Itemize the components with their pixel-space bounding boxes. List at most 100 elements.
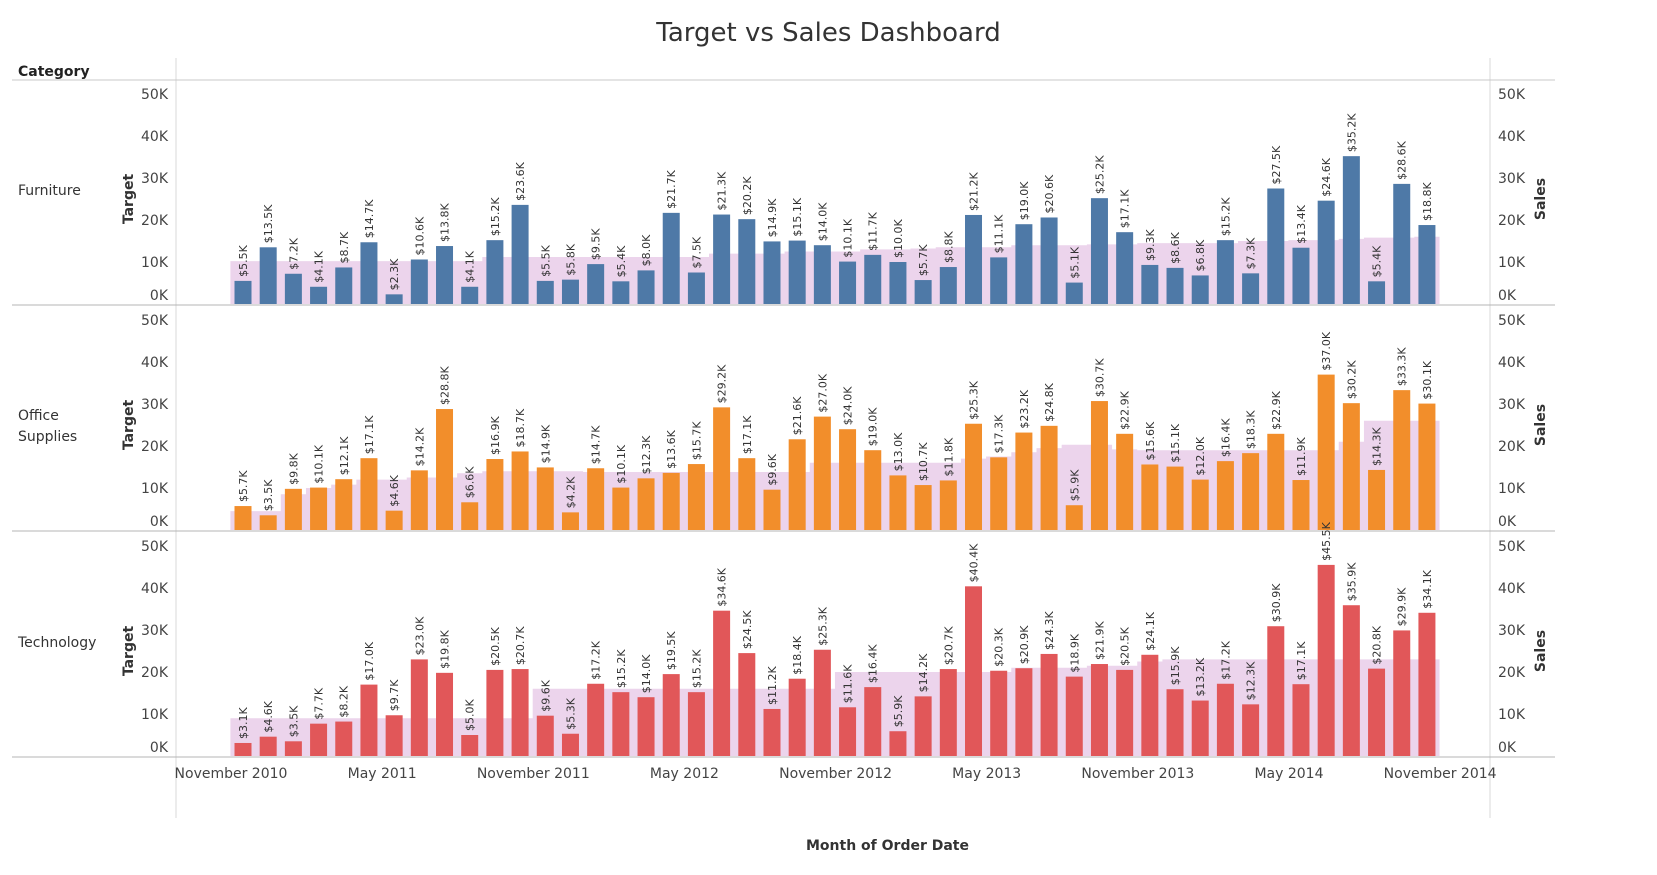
sales-bar[interactable] bbox=[738, 653, 756, 756]
sales-bar[interactable] bbox=[965, 423, 983, 530]
sales-bar[interactable] bbox=[1040, 653, 1058, 756]
sales-bar[interactable] bbox=[990, 670, 1008, 756]
sales-bar[interactable] bbox=[939, 669, 957, 756]
sales-bar[interactable] bbox=[662, 212, 680, 304]
sales-bar[interactable] bbox=[234, 742, 252, 756]
sales-bar[interactable] bbox=[1418, 403, 1436, 530]
sales-bar[interactable] bbox=[1065, 505, 1083, 530]
sales-bar[interactable] bbox=[1368, 668, 1386, 756]
sales-bar[interactable] bbox=[839, 261, 857, 304]
sales-bar[interactable] bbox=[486, 240, 504, 304]
sales-bar[interactable] bbox=[1292, 684, 1310, 756]
sales-bar[interactable] bbox=[360, 684, 378, 756]
sales-bar[interactable] bbox=[385, 715, 403, 756]
sales-bar[interactable] bbox=[1166, 267, 1184, 304]
sales-bar[interactable] bbox=[335, 479, 353, 530]
sales-bar[interactable] bbox=[1216, 461, 1234, 530]
sales-bar[interactable] bbox=[687, 692, 705, 756]
sales-bar[interactable] bbox=[1292, 247, 1310, 304]
sales-bar[interactable] bbox=[1090, 664, 1108, 756]
sales-bar[interactable] bbox=[914, 696, 932, 756]
sales-bar[interactable] bbox=[612, 281, 630, 304]
sales-bar[interactable] bbox=[1267, 433, 1285, 530]
sales-bar[interactable] bbox=[914, 280, 932, 304]
sales-bar[interactable] bbox=[990, 257, 1008, 304]
sales-bar[interactable] bbox=[486, 669, 504, 756]
sales-bar[interactable] bbox=[662, 674, 680, 756]
sales-bar[interactable] bbox=[436, 672, 454, 756]
sales-bar[interactable] bbox=[788, 240, 806, 304]
sales-bar[interactable] bbox=[864, 254, 882, 304]
sales-bar[interactable] bbox=[587, 264, 605, 304]
sales-bar[interactable] bbox=[813, 245, 831, 304]
sales-bar[interactable] bbox=[1015, 668, 1033, 756]
sales-bar[interactable] bbox=[839, 429, 857, 530]
sales-bar[interactable] bbox=[1216, 683, 1234, 756]
sales-bar[interactable] bbox=[1267, 626, 1285, 756]
sales-bar[interactable] bbox=[763, 489, 781, 530]
sales-bar[interactable] bbox=[335, 721, 353, 756]
sales-bar[interactable] bbox=[561, 279, 579, 304]
sales-bar[interactable] bbox=[1166, 689, 1184, 756]
sales-bar[interactable] bbox=[914, 485, 932, 530]
sales-bar[interactable] bbox=[1242, 704, 1260, 756]
sales-bar[interactable] bbox=[284, 488, 302, 530]
sales-bar[interactable] bbox=[889, 475, 907, 530]
sales-bar[interactable] bbox=[813, 649, 831, 756]
sales-bar[interactable] bbox=[738, 219, 756, 304]
sales-bar[interactable] bbox=[1141, 464, 1159, 530]
sales-bar[interactable] bbox=[536, 715, 554, 756]
sales-bar[interactable] bbox=[990, 457, 1008, 530]
sales-bar[interactable] bbox=[1292, 480, 1310, 530]
sales-bar[interactable] bbox=[1317, 200, 1335, 304]
sales-bar[interactable] bbox=[1317, 374, 1335, 530]
sales-bar[interactable] bbox=[889, 262, 907, 304]
sales-bar[interactable] bbox=[385, 510, 403, 530]
sales-bar[interactable] bbox=[410, 659, 428, 756]
sales-bar[interactable] bbox=[536, 280, 554, 304]
sales-bar[interactable] bbox=[1040, 425, 1058, 530]
sales-bar[interactable] bbox=[234, 506, 252, 530]
sales-bar[interactable] bbox=[259, 736, 277, 756]
sales-bar[interactable] bbox=[259, 515, 277, 530]
sales-bar[interactable] bbox=[1116, 232, 1134, 304]
sales-bar[interactable] bbox=[1242, 273, 1260, 304]
sales-bar[interactable] bbox=[788, 439, 806, 530]
sales-bar[interactable] bbox=[1368, 469, 1386, 530]
sales-bar[interactable] bbox=[335, 267, 353, 304]
sales-bar[interactable] bbox=[1191, 275, 1209, 304]
sales-bar[interactable] bbox=[259, 247, 277, 304]
sales-bar[interactable] bbox=[461, 286, 479, 304]
sales-bar[interactable] bbox=[763, 708, 781, 756]
sales-bar[interactable] bbox=[587, 683, 605, 756]
sales-bar[interactable] bbox=[536, 467, 554, 530]
sales-bar[interactable] bbox=[687, 272, 705, 305]
sales-bar[interactable] bbox=[662, 472, 680, 530]
sales-bar[interactable] bbox=[410, 470, 428, 530]
sales-bar[interactable] bbox=[889, 731, 907, 756]
sales-bar[interactable] bbox=[1317, 564, 1335, 756]
sales-bar[interactable] bbox=[738, 458, 756, 530]
sales-bar[interactable] bbox=[1342, 403, 1360, 530]
sales-bar[interactable] bbox=[1065, 676, 1083, 756]
sales-bar[interactable] bbox=[1342, 605, 1360, 756]
sales-bar[interactable] bbox=[410, 259, 428, 304]
sales-bar[interactable] bbox=[1267, 188, 1285, 305]
sales-bar[interactable] bbox=[486, 459, 504, 530]
sales-bar[interactable] bbox=[788, 678, 806, 756]
sales-bar[interactable] bbox=[234, 280, 252, 304]
sales-bar[interactable] bbox=[561, 733, 579, 756]
sales-bar[interactable] bbox=[461, 502, 479, 530]
sales-bar[interactable] bbox=[864, 450, 882, 530]
sales-bar[interactable] bbox=[1040, 217, 1058, 304]
sales-bar[interactable] bbox=[1141, 654, 1159, 756]
sales-bar[interactable] bbox=[612, 692, 630, 756]
sales-bar[interactable] bbox=[1393, 390, 1411, 530]
sales-bar[interactable] bbox=[1141, 264, 1159, 304]
sales-bar[interactable] bbox=[284, 741, 302, 756]
sales-bar[interactable] bbox=[1191, 700, 1209, 756]
sales-bar[interactable] bbox=[1216, 240, 1234, 304]
sales-bar[interactable] bbox=[864, 687, 882, 756]
sales-bar[interactable] bbox=[1368, 281, 1386, 304]
sales-bar[interactable] bbox=[436, 409, 454, 530]
